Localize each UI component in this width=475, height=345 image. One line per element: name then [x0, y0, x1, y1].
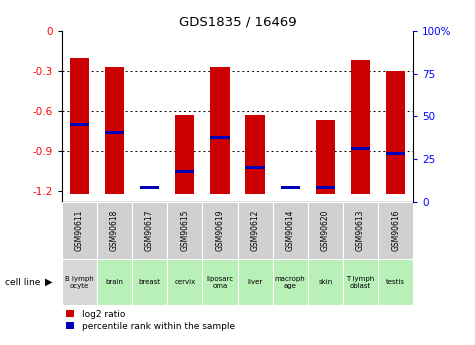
- Bar: [210, 67, 229, 194]
- Bar: [378, 202, 413, 259]
- Bar: [132, 259, 167, 305]
- Bar: [62, 202, 97, 259]
- Text: T lymph
oblast: T lymph oblast: [346, 276, 375, 288]
- Text: GSM90615: GSM90615: [180, 209, 189, 251]
- Bar: [246, 115, 265, 194]
- Bar: [386, 71, 405, 194]
- Text: GSM90617: GSM90617: [145, 209, 154, 251]
- Title: GDS1835 / 16469: GDS1835 / 16469: [179, 16, 296, 29]
- Bar: [132, 202, 167, 259]
- Legend: log2 ratio, percentile rank within the sample: log2 ratio, percentile rank within the s…: [66, 310, 235, 331]
- Bar: [343, 202, 378, 259]
- Bar: [273, 202, 308, 259]
- Bar: [308, 202, 343, 259]
- Bar: [202, 202, 238, 259]
- Text: GSM90614: GSM90614: [286, 209, 294, 251]
- Bar: [62, 259, 97, 305]
- Text: skin: skin: [318, 279, 332, 285]
- Text: GSM90613: GSM90613: [356, 209, 365, 251]
- Bar: [167, 202, 202, 259]
- Bar: [316, 120, 335, 194]
- Text: GSM90618: GSM90618: [110, 210, 119, 251]
- Text: GSM90616: GSM90616: [391, 209, 400, 251]
- Bar: [70, 123, 89, 126]
- Text: ▶: ▶: [45, 277, 52, 287]
- Bar: [105, 131, 124, 134]
- Text: testis: testis: [386, 279, 405, 285]
- Bar: [105, 67, 124, 194]
- Text: GSM90619: GSM90619: [216, 209, 224, 251]
- Bar: [308, 259, 343, 305]
- Bar: [167, 259, 202, 305]
- Text: B lymph
ocyte: B lymph ocyte: [65, 276, 94, 288]
- Bar: [281, 186, 300, 189]
- Bar: [343, 259, 378, 305]
- Text: liposarc
oma: liposarc oma: [206, 276, 234, 288]
- Bar: [238, 202, 273, 259]
- Text: breast: breast: [139, 279, 161, 285]
- Bar: [202, 259, 238, 305]
- Bar: [175, 115, 194, 194]
- Text: brain: brain: [105, 279, 124, 285]
- Text: cell line: cell line: [5, 277, 40, 287]
- Bar: [351, 147, 370, 150]
- Bar: [97, 259, 132, 305]
- Bar: [246, 166, 265, 169]
- Text: cervix: cervix: [174, 279, 195, 285]
- Bar: [273, 259, 308, 305]
- Bar: [386, 152, 405, 155]
- Bar: [175, 170, 194, 173]
- Bar: [210, 136, 229, 139]
- Bar: [70, 58, 89, 194]
- Text: macroph
age: macroph age: [275, 276, 305, 288]
- Text: GSM90611: GSM90611: [75, 210, 84, 251]
- Bar: [97, 202, 132, 259]
- Text: GSM90620: GSM90620: [321, 209, 330, 251]
- Text: liver: liver: [247, 279, 263, 285]
- Text: GSM90612: GSM90612: [251, 210, 259, 251]
- Bar: [316, 186, 335, 189]
- Bar: [238, 259, 273, 305]
- Bar: [351, 60, 370, 194]
- Bar: [140, 186, 159, 189]
- Bar: [378, 259, 413, 305]
